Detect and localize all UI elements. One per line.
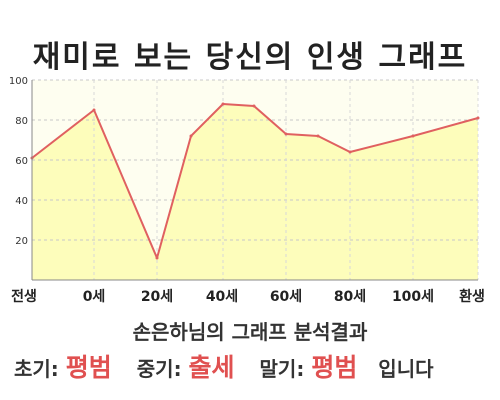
late-label: 말기:: [259, 357, 305, 381]
data-point: [155, 256, 159, 260]
x-tick-label: 환생: [459, 288, 485, 305]
x-tick-label: 전생: [11, 288, 37, 305]
data-point: [221, 102, 225, 106]
early-label: 초기:: [14, 357, 59, 381]
data-point: [476, 116, 480, 120]
y-tick-label: 100: [9, 76, 28, 87]
data-point: [348, 150, 352, 154]
page-title: 재미로 보는 당신의 인생 그래프: [32, 40, 468, 75]
x-tick-label: 0세: [83, 289, 106, 305]
y-tick-label: 80: [15, 116, 28, 127]
x-tick-label: 100세: [392, 289, 434, 305]
early-value: 평범: [65, 353, 112, 382]
data-point: [316, 134, 320, 138]
y-tick-label: 60: [15, 156, 28, 167]
y-tick-label: 20: [15, 236, 28, 247]
analysis-summary: 손은하님의 그래프 분석결과: [132, 320, 368, 344]
data-point: [92, 108, 96, 112]
data-point: [284, 132, 288, 136]
y-tick-label: 40: [15, 196, 28, 207]
x-tick-label: 80세: [334, 289, 366, 305]
mid-label: 중기:: [136, 357, 182, 381]
data-point: [252, 104, 256, 108]
mid-value: 출세: [188, 353, 235, 382]
x-tick-label: 40세: [206, 289, 238, 305]
data-point: [189, 134, 193, 138]
result-ending: 입니다: [378, 357, 434, 381]
late-value: 평범: [311, 353, 358, 382]
result-line: 초기: 평범 중기: 출세 말기: 평범 입니다: [14, 348, 494, 384]
x-tick-label: 60세: [270, 289, 302, 305]
data-point: [411, 134, 415, 138]
x-tick-label: 20세: [141, 289, 173, 305]
